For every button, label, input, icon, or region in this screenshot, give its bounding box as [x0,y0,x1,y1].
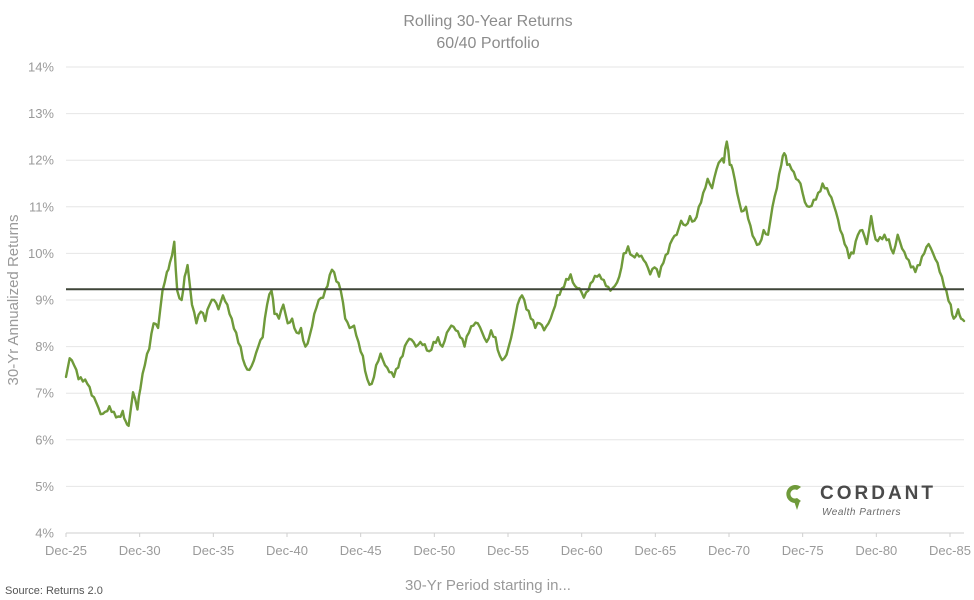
chart-subtitle: 60/40 Portfolio [436,35,539,52]
x-axis-title: 30-Yr Period starting in... [405,577,571,594]
x-tick-label: Dec-50 [413,543,455,558]
y-tick-label: 7% [35,386,54,401]
x-tick-label: Dec-30 [119,543,161,558]
series-line [64,140,966,428]
x-tick-label: Dec-40 [266,543,308,558]
y-tick-label: 12% [28,153,54,168]
x-tick-label: Dec-55 [487,543,529,558]
y-tick-label: 4% [35,526,54,541]
x-tick-label: Dec-65 [634,543,676,558]
y-tick-label: 6% [35,432,54,447]
gridlines [66,66,964,487]
y-tick-label: 10% [28,246,54,261]
series-layer [64,140,966,428]
cordant-logo-icon-tip [794,501,800,510]
x-tick-label: Dec-75 [782,543,824,558]
logo-wordmark: CORDANT [820,483,936,504]
x-tick-label: Dec-45 [340,543,382,558]
y-tick-label: 9% [35,293,54,308]
y-tick-label: 8% [35,339,54,354]
y-tick-label: 14% [28,60,54,75]
x-tick-label: Dec-80 [855,543,897,558]
y-tick-label: 11% [29,199,54,214]
logo-tagline: Wealth Partners [822,507,901,518]
y-tick-label: 5% [35,479,54,494]
x-tick-label: Dec-25 [45,543,87,558]
x-tick-label: Dec-85 [929,543,971,558]
x-axis-ticks: Dec-25 Dec-30 Dec-35 Dec-40 Dec-45 Dec-50 Dec-… [45,533,971,558]
y-tick-label: 13% [28,106,54,121]
source-note: Source: Returns 2.0 [5,585,103,597]
cordant-logo-icon [786,484,801,504]
chart-title: Rolling 30-Year Returns [403,13,572,30]
x-tick-label: Dec-35 [192,543,234,558]
y-axis-title: 30-Yr Annualized Returns [5,215,22,386]
cordant-logo: CORDANT Wealth Partners [786,483,936,518]
x-tick-label: Dec-60 [561,543,603,558]
y-axis-ticks: 4% 5% 6% 7% 8% 9% 10% 11% 12% 13% 14% [28,60,54,541]
x-tick-label: Dec-70 [708,543,750,558]
